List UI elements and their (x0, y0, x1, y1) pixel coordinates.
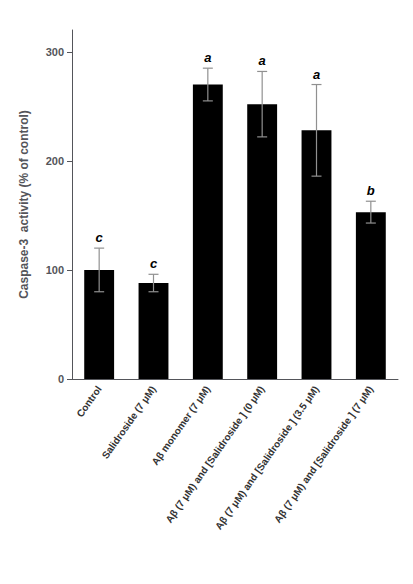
svg-text:Caspase-3 activity (% of cont: Caspase-3 activity (% of control) (17, 110, 31, 299)
svg-text:c: c (96, 230, 104, 245)
svg-text:a: a (204, 50, 211, 65)
svg-text:Control: Control (74, 384, 104, 420)
svg-text:a: a (259, 53, 266, 68)
svg-text:Aβ (7 μM) and [Salidroside ] (: Aβ (7 μM) and [Salidroside ] (7 μM) (272, 384, 375, 525)
svg-text:a: a (313, 67, 320, 82)
svg-text:Salidroside (7 μM): Salidroside (7 μM) (100, 384, 158, 461)
svg-text:300: 300 (46, 46, 64, 58)
svg-text:Aβ (7 μM) and [Salidroside ] (: Aβ (7 μM) and [Salidroside ] (0 μM) (163, 384, 266, 525)
svg-text:Aβ (7 μM) and [Salidroside ] (: Aβ (7 μM) and [Salidroside ] (3.5 μM) (213, 384, 321, 532)
svg-text:0: 0 (58, 373, 64, 385)
svg-text:200: 200 (46, 155, 64, 167)
svg-text:100: 100 (46, 264, 64, 276)
svg-text:b: b (367, 183, 375, 198)
svg-text:Aβ monomer (7 μM): Aβ monomer (7 μM) (149, 384, 212, 467)
svg-text:c: c (150, 256, 158, 271)
